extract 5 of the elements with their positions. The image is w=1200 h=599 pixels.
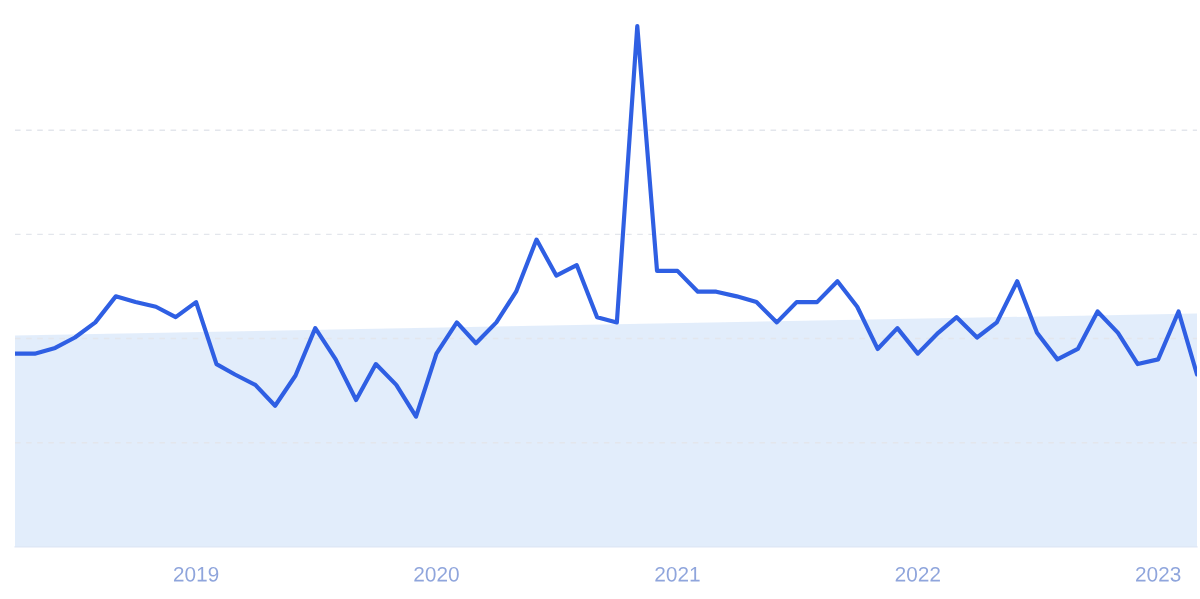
x-tick-label: 2021 bbox=[655, 566, 700, 582]
x-tick-label: 2022 bbox=[895, 566, 940, 582]
x-tick-label: 2019 bbox=[173, 566, 219, 582]
x-tick-label: 2020 bbox=[414, 566, 459, 582]
x-tick-label: 2023 bbox=[1136, 566, 1181, 582]
